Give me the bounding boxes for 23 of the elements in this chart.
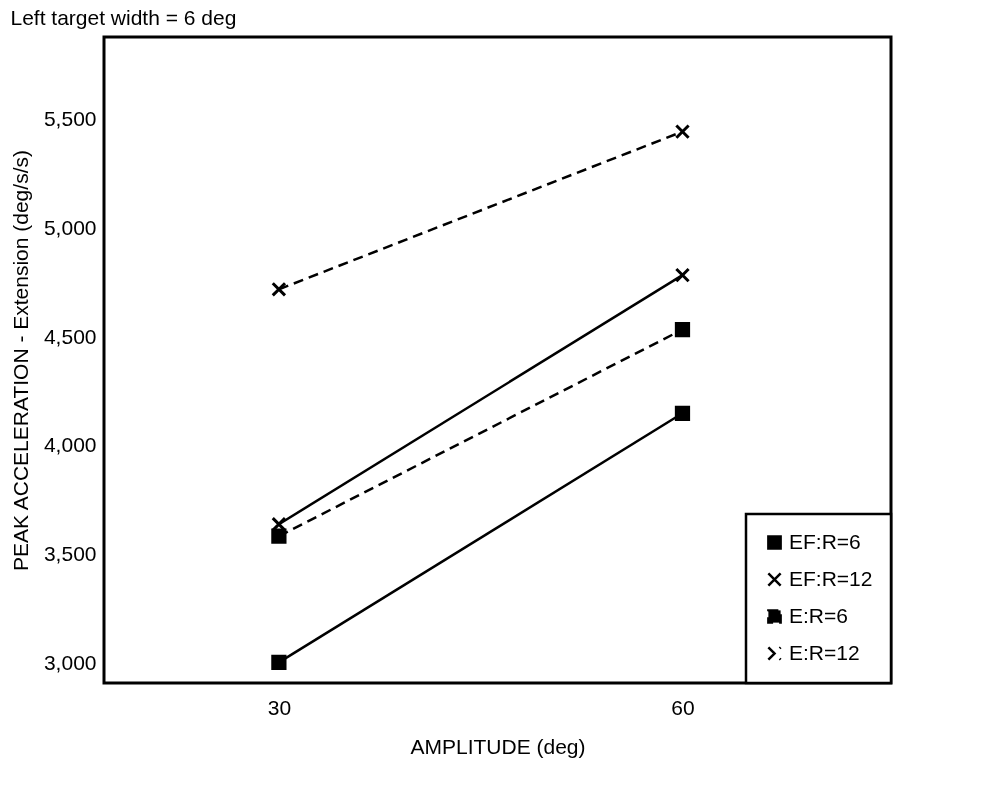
y-tick-label: 3,000 bbox=[43, 650, 97, 674]
chart-title: Left target width = 6 deg bbox=[10, 6, 237, 29]
point bbox=[271, 516, 287, 532]
legend-label: EF:R=12 bbox=[789, 566, 873, 590]
legend-label: EF:R=6 bbox=[789, 529, 861, 553]
y-tick-label: 5,000 bbox=[43, 215, 97, 239]
point bbox=[674, 405, 691, 421]
x-tick-label: 60 bbox=[671, 695, 695, 719]
legend-label: E:R=6 bbox=[789, 603, 848, 627]
x-tick-label: 30 bbox=[267, 695, 292, 719]
legend-label: E:R=12 bbox=[789, 640, 860, 664]
y-tick-label: 3,500 bbox=[43, 542, 97, 566]
y-axis-title: PEAK ACCELERATION - Extension (deg/s/s) bbox=[8, 150, 32, 571]
x-axis-title: AMPLITUDE (deg) bbox=[410, 734, 586, 758]
point bbox=[674, 321, 691, 338]
y-tick-label: 5,500 bbox=[43, 107, 97, 131]
point bbox=[271, 654, 287, 670]
point bbox=[271, 528, 287, 544]
y-tick-label: 4,000 bbox=[43, 433, 97, 457]
point bbox=[674, 267, 691, 283]
y-tick-label: 4,500 bbox=[43, 324, 97, 348]
point bbox=[674, 123, 691, 140]
point bbox=[271, 281, 287, 297]
